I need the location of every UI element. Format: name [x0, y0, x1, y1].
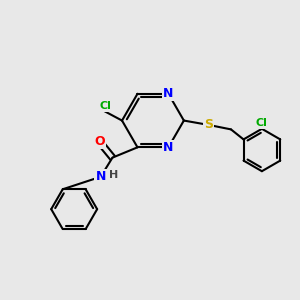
- Text: Cl: Cl: [256, 118, 268, 128]
- Text: S: S: [204, 118, 213, 131]
- Text: N: N: [163, 141, 174, 154]
- Text: N: N: [95, 170, 106, 183]
- Text: N: N: [163, 87, 174, 100]
- Text: Cl: Cl: [100, 101, 112, 111]
- Text: O: O: [94, 135, 104, 148]
- Text: H: H: [109, 170, 119, 180]
